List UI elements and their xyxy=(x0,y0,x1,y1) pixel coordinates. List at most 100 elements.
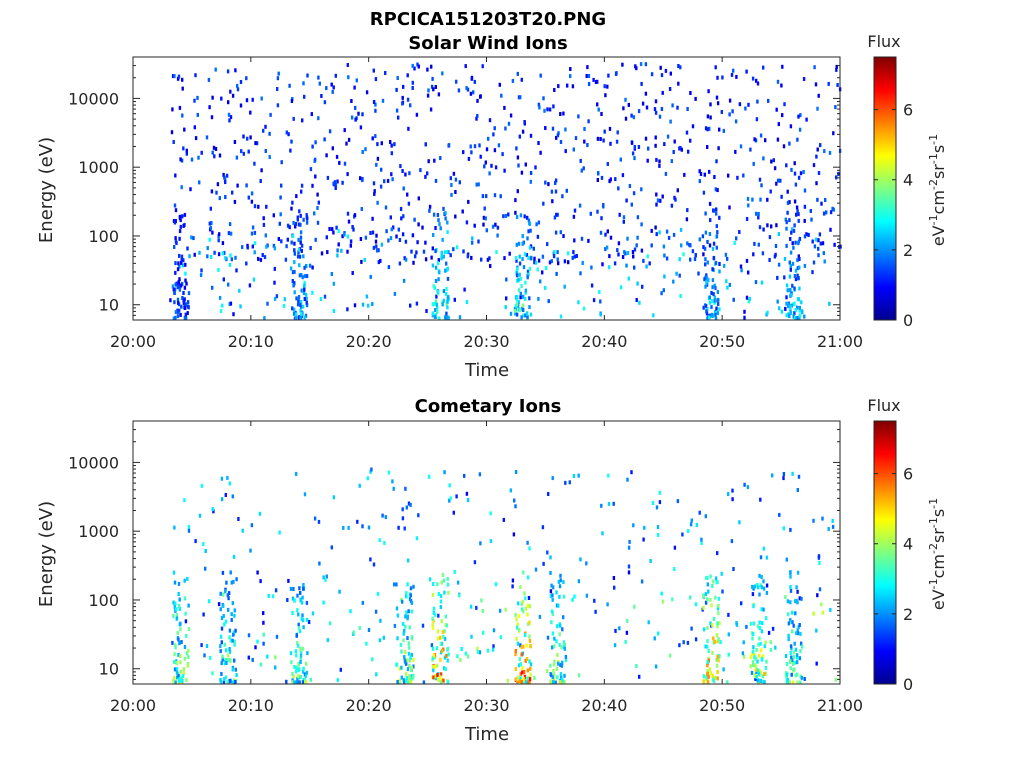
heatmap-cell xyxy=(617,241,621,246)
heatmap-cell xyxy=(409,656,412,660)
heatmap-cell xyxy=(176,314,180,319)
heatmap-cell xyxy=(755,78,758,83)
heatmap-cell xyxy=(415,301,419,306)
heatmap-cell xyxy=(698,169,701,174)
heatmap-cell xyxy=(253,250,256,255)
heatmap-cell xyxy=(698,179,701,184)
heatmap-cell xyxy=(316,192,319,197)
heatmap-cell xyxy=(469,144,472,149)
heatmap-cell xyxy=(514,667,517,671)
heatmap-cell xyxy=(210,189,214,194)
heatmap-cell xyxy=(303,94,306,99)
heatmap-cell xyxy=(715,663,719,668)
heatmap-cell xyxy=(306,73,309,78)
heatmap-cell xyxy=(574,136,578,141)
heatmap-cell xyxy=(204,566,207,571)
heatmap-cell xyxy=(556,652,559,657)
heatmap-cell xyxy=(679,294,682,298)
heatmap-cell xyxy=(259,579,262,584)
heatmap-cell xyxy=(383,541,386,545)
heatmap-cell xyxy=(636,281,639,286)
heatmap-cell xyxy=(239,80,243,84)
heatmap-cell xyxy=(299,213,302,218)
heatmap-cell xyxy=(734,119,738,124)
heatmap-cell xyxy=(785,557,788,562)
heatmap-cell xyxy=(553,88,556,92)
heatmap-cell xyxy=(428,204,432,209)
heatmap-cell xyxy=(295,665,298,670)
heatmap-cell xyxy=(432,606,436,611)
heatmap-cell xyxy=(295,653,298,658)
heatmap-cell xyxy=(228,628,232,633)
heatmap-cell xyxy=(217,602,221,607)
heatmap-cell xyxy=(524,288,528,293)
heatmap-cell xyxy=(377,260,380,265)
heatmap-cell xyxy=(387,265,391,270)
heatmap-cell xyxy=(534,567,538,572)
heatmap-cell xyxy=(539,73,542,78)
heatmap-cell xyxy=(437,218,440,223)
heatmap-cell xyxy=(522,265,526,270)
heatmap-cell xyxy=(293,290,296,295)
heatmap-cell xyxy=(205,644,209,648)
heatmap-cell xyxy=(299,650,303,655)
heatmap-cell xyxy=(359,125,363,130)
heatmap-cell xyxy=(179,283,183,288)
heatmap-cell xyxy=(224,493,227,497)
heatmap-cell xyxy=(231,93,235,98)
heatmap-cell xyxy=(464,651,467,656)
heatmap-cell xyxy=(514,612,517,617)
heatmap-cell xyxy=(529,133,533,138)
heatmap-cell xyxy=(208,105,211,110)
heatmap-cell xyxy=(707,649,710,653)
heatmap-cell xyxy=(539,279,542,284)
heatmap-cell xyxy=(621,173,625,178)
heatmap-cell xyxy=(745,624,748,629)
heatmap-cell xyxy=(761,251,765,256)
heatmap-cell xyxy=(518,134,521,139)
heatmap-cell xyxy=(514,256,518,260)
heatmap-cell xyxy=(305,296,308,301)
heatmap-cell xyxy=(803,314,806,319)
heatmap-cell xyxy=(183,645,187,649)
heatmap-cell xyxy=(559,623,562,628)
heatmap-cell xyxy=(528,305,531,310)
heatmap-cell xyxy=(516,675,520,680)
heatmap-cell xyxy=(568,480,571,485)
heatmap-cell xyxy=(285,679,288,684)
heatmap-cell xyxy=(799,113,802,118)
heatmap-cell xyxy=(448,483,451,488)
heatmap-cell xyxy=(278,221,281,226)
heatmap-cell xyxy=(212,145,216,150)
heatmap-cell xyxy=(489,264,492,268)
heatmap-cell xyxy=(760,607,763,612)
heatmap-cell xyxy=(178,214,182,219)
heatmap-cell xyxy=(577,300,580,305)
heatmap-cell xyxy=(296,676,299,681)
heatmap-cell xyxy=(800,641,803,646)
heatmap-cell xyxy=(289,586,293,591)
heatmap-cell xyxy=(835,64,838,69)
heatmap-cell xyxy=(627,545,631,550)
heatmap-cell xyxy=(296,593,299,598)
heatmap-cell xyxy=(297,295,301,299)
heatmap-cell xyxy=(751,636,754,641)
heatmap-cell xyxy=(231,667,234,672)
heatmap-cell xyxy=(374,609,378,614)
heatmap-cell xyxy=(519,671,522,676)
heatmap-cell xyxy=(174,208,178,213)
heatmap-cell xyxy=(500,93,503,98)
heatmap-cell xyxy=(529,171,533,175)
heatmap-cell xyxy=(546,669,549,673)
heatmap-cell xyxy=(407,609,410,614)
heatmap-cell xyxy=(405,594,408,599)
heatmap-cell xyxy=(225,173,229,178)
heatmap-cell xyxy=(454,177,458,182)
heatmap-cell xyxy=(305,300,308,305)
heatmap-cell xyxy=(707,278,710,283)
heatmap-cell xyxy=(182,299,185,304)
heatmap-cell xyxy=(548,260,552,265)
heatmap-cell xyxy=(521,670,524,675)
heatmap-cell xyxy=(297,315,300,320)
heatmap-cell xyxy=(541,525,545,530)
